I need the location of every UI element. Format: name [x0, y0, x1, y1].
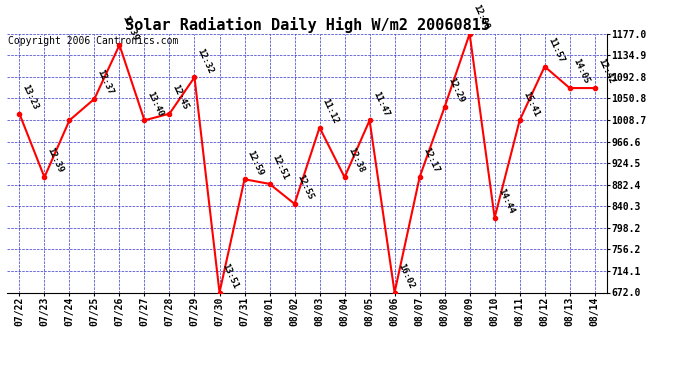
Text: 11:57: 11:57: [546, 36, 565, 64]
Text: 12:30: 12:30: [471, 3, 491, 31]
Text: 12:32: 12:32: [196, 46, 215, 75]
Text: 12:17: 12:17: [421, 147, 440, 175]
Text: 12:38: 12:38: [346, 147, 365, 175]
Text: 11:12: 11:12: [321, 97, 340, 125]
Text: 12:39: 12:39: [46, 147, 65, 175]
Text: 12:59: 12:59: [246, 148, 265, 177]
Text: 16:02: 16:02: [396, 262, 415, 290]
Text: 12:51: 12:51: [270, 153, 290, 182]
Text: 15:41: 15:41: [521, 90, 540, 118]
Text: 12:45: 12:45: [170, 83, 190, 111]
Text: 13:51: 13:51: [221, 262, 240, 290]
Text: Copyright 2006 Cantronics.com: Copyright 2006 Cantronics.com: [8, 36, 179, 46]
Title: Solar Radiation Daily High W/m2 20060815: Solar Radiation Daily High W/m2 20060815: [125, 16, 489, 33]
Text: 12:37: 12:37: [96, 68, 115, 96]
Text: 11:47: 11:47: [371, 90, 391, 118]
Text: 12:42: 12:42: [596, 57, 615, 86]
Text: 12:55: 12:55: [296, 173, 315, 201]
Text: 11:39: 11:39: [121, 14, 140, 42]
Text: 12:29: 12:29: [446, 76, 465, 105]
Text: 14:05: 14:05: [571, 57, 591, 86]
Text: 13:40: 13:40: [146, 90, 165, 118]
Text: 13:23: 13:23: [21, 83, 40, 111]
Text: 14:44: 14:44: [496, 187, 515, 215]
